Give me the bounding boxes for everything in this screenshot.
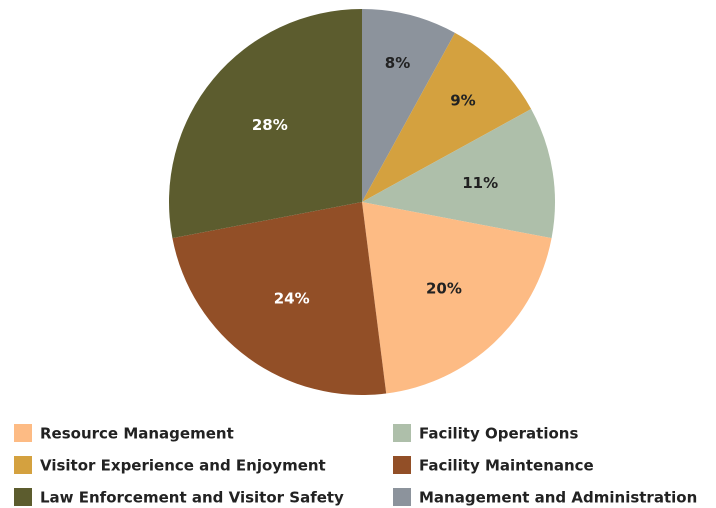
legend-label: Resource Management [40, 425, 234, 443]
slice-label: 9% [450, 92, 475, 110]
slice-label: 11% [462, 174, 498, 192]
legend-swatch [393, 424, 411, 442]
legend-label: Visitor Experience and Enjoyment [40, 457, 326, 475]
legend-label: Law Enforcement and Visitor Safety [40, 489, 344, 507]
legend-swatch [14, 424, 32, 442]
pie-slice [362, 109, 555, 239]
slice-label: 20% [426, 280, 462, 298]
legend-label: Management and Administration [419, 489, 697, 507]
pie-slice [169, 9, 362, 239]
pie-slice [362, 202, 552, 394]
legend-label: Facility Maintenance [419, 457, 594, 475]
slice-label: 8% [385, 54, 410, 72]
pie-slice [362, 9, 455, 202]
legend-swatch [14, 456, 32, 474]
slice-label: 24% [274, 289, 310, 307]
legend-swatch [393, 488, 411, 506]
legend-swatch [14, 488, 32, 506]
pie-slice [172, 202, 387, 396]
legend-label: Facility Operations [419, 425, 578, 443]
legend-swatch [393, 456, 411, 474]
pie-slice [362, 32, 532, 203]
slice-label: 28% [252, 116, 288, 134]
